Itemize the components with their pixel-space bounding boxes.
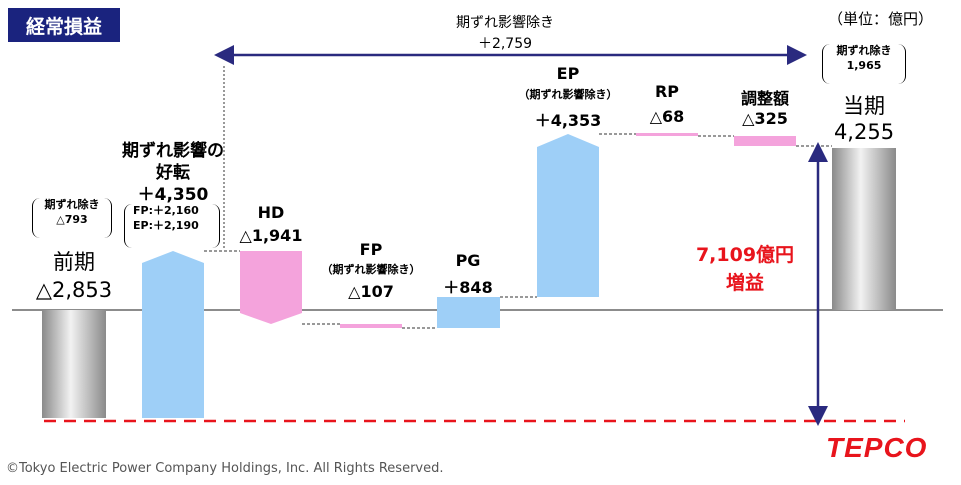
- connectors: [204, 66, 832, 329]
- prev-note-value: △793: [56, 212, 88, 226]
- adj-name: 調整額: [740, 89, 789, 108]
- ep-value: ＋4,353: [534, 111, 602, 130]
- hd-value: △1,941: [239, 226, 303, 245]
- pg-name: PG: [455, 251, 481, 270]
- bar-adj: [734, 136, 796, 146]
- curr-note-value: 1,965: [846, 58, 882, 72]
- copyright: ©Tokyo Electric Power Company Holdings, …: [6, 461, 444, 476]
- curr-value: 4,255: [833, 120, 895, 144]
- bar-ep: [537, 134, 599, 297]
- curr-note: 期ずれ除き 1,965: [822, 44, 906, 84]
- ep-sub: （期ずれ影響除き）: [518, 88, 618, 101]
- jisure-value: ＋4,350: [137, 185, 209, 205]
- prev-note-label: 期ずれ除き: [44, 198, 100, 211]
- jisure-name-1: 期ずれ影響の: [122, 141, 224, 161]
- bar-rp: [636, 133, 698, 136]
- ep-name: EP: [556, 64, 580, 83]
- bar-curr: [832, 148, 896, 310]
- curr-name: 当期: [843, 94, 885, 118]
- chart-title: 経常損益: [8, 8, 120, 42]
- curr-note-label: 期ずれ除き: [836, 44, 892, 57]
- bar-prev: [42, 310, 106, 418]
- bar-fp: [340, 324, 402, 328]
- bar-pg: [437, 297, 500, 328]
- unit-label: （単位：億円）: [828, 10, 934, 28]
- prev-note: 期ずれ除き △793: [32, 198, 112, 238]
- fp-sub: （期ずれ影響除き）: [321, 263, 421, 276]
- top-arrow-label: 期ずれ影響除き: [456, 15, 554, 31]
- prev-name: 前期: [53, 250, 95, 274]
- rp-value: △68: [649, 107, 685, 126]
- top-arrow-value: ＋2,759: [477, 36, 533, 52]
- fp-value: △107: [348, 282, 394, 301]
- bar-jisure: [142, 251, 204, 418]
- prev-value: △2,853: [35, 278, 113, 302]
- jisure-name-2: 好転: [156, 163, 190, 183]
- fp-name: FP: [359, 240, 383, 259]
- bar-hd: [240, 251, 302, 324]
- profit-label: 増益: [725, 272, 764, 294]
- jisure-ep-value: EP:＋2,190: [133, 218, 199, 232]
- adj-value: △325: [742, 109, 788, 128]
- tepco-logo: TEPCO: [826, 432, 928, 463]
- pg-value: ＋848: [443, 278, 493, 297]
- jisure-fp-value: FP:＋2,160: [133, 204, 199, 217]
- hd-name: HD: [257, 203, 285, 222]
- jisure-breakdown: FP:＋2,160 EP:＋2,190: [124, 204, 220, 248]
- profit-amount: 7,109億円: [695, 244, 795, 266]
- rp-name: RP: [654, 82, 680, 101]
